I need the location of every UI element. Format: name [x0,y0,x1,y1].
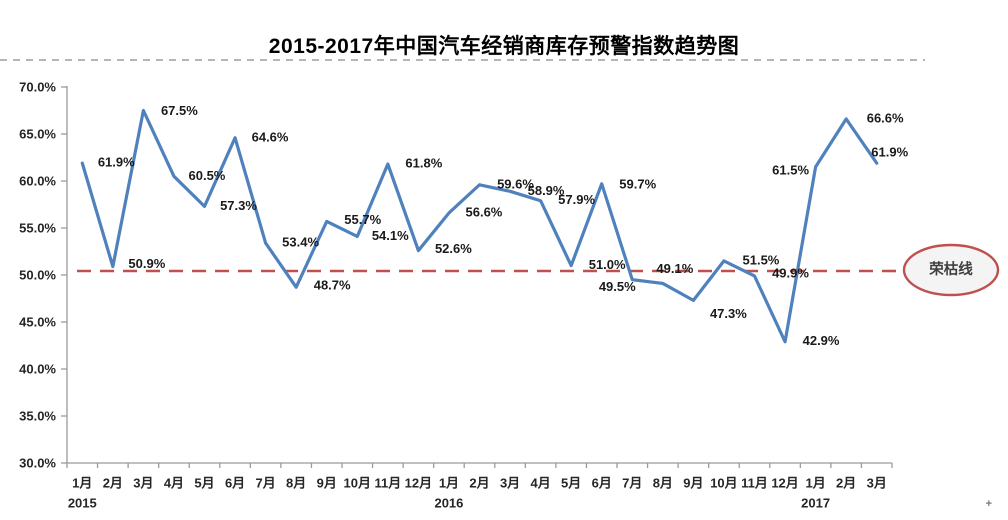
x-axis-label: 1月 [72,476,92,491]
x-axis-label: 2月 [836,476,856,491]
data-label: 50.9% [128,256,165,271]
data-label: 49.9% [772,265,809,280]
x-axis-label: 4月 [530,476,550,491]
data-label: 47.3% [710,306,747,321]
data-label: 56.6% [466,204,503,219]
y-axis-label: 70.0% [19,80,56,95]
x-axis-label: 12月 [771,476,798,491]
data-label: 57.9% [558,192,595,207]
x-axis-label: 2月 [103,476,123,491]
data-label: 54.1% [372,228,409,243]
x-axis-label: 9月 [683,476,703,491]
year-label: 2016 [434,496,463,511]
y-axis-label: 60.0% [19,174,56,189]
corner-anchor-icon: + [985,498,992,510]
x-axis-label: 10月 [710,476,737,491]
data-label: 61.8% [405,156,442,171]
data-label: 60.5% [189,168,226,183]
y-axis-label: 40.0% [19,362,56,377]
x-axis-label: 5月 [561,476,581,491]
x-axis-label: 8月 [653,476,673,491]
x-axis-label: 2月 [469,476,489,491]
x-axis-label: 7月 [255,476,275,491]
data-label: 59.6% [497,176,534,191]
data-label: 49.5% [599,279,636,294]
data-label: 61.9% [98,155,135,170]
x-axis-label: 11月 [741,476,768,491]
data-label: 53.4% [282,235,319,250]
boom-bust-label: 荣枯线 [928,260,973,278]
boom-bust-ellipse [902,243,1000,297]
data-label: 51.5% [743,252,780,267]
x-axis-label: 8月 [286,476,306,491]
data-label: 57.3% [220,198,257,213]
y-axis-label: 50.0% [19,268,56,283]
y-axis-label: 30.0% [19,456,56,471]
x-axis-label: 3月 [133,476,153,491]
x-axis-label: 6月 [225,476,245,491]
data-label: 42.9% [803,333,840,348]
data-label: 49.1% [656,261,693,276]
year-label: 2017 [801,496,830,511]
y-axis-label: 65.0% [19,127,56,142]
x-axis-label: 6月 [592,476,612,491]
data-label: 66.6% [867,110,904,125]
x-axis-label: 10月 [344,476,371,491]
x-axis-label: 4月 [164,476,184,491]
data-label: 64.6% [252,129,289,144]
x-axis-label: 12月 [405,476,432,491]
chart-title: 2015-2017年中国汽车经销商库存预警指数趋势图 [268,35,740,58]
trend-line [80,108,879,344]
data-label: 52.6% [435,241,472,256]
x-axis-label: 11月 [374,476,401,491]
x-axis-label: 7月 [622,476,642,491]
data-label: 67.5% [161,103,198,118]
data-label: 58.9% [528,183,565,198]
x-axis-label: 1月 [439,476,459,491]
y-axis-label: 55.0% [19,221,56,236]
y-axis-label: 35.0% [19,409,56,424]
data-label: 51.0% [589,257,626,272]
title-separator [0,59,925,61]
x-axis-label: 3月 [500,476,520,491]
x-axis-label: 3月 [867,476,887,491]
data-label: 61.5% [772,162,809,177]
data-label: 48.7% [314,278,351,293]
data-label: 55.7% [344,212,381,227]
x-axis-label: 9月 [317,476,337,491]
year-label: 2015 [68,496,97,511]
y-axis-label: 45.0% [19,315,56,330]
data-label: 61.9% [871,145,908,160]
x-axis-label: 5月 [194,476,214,491]
data-label: 59.7% [619,176,656,191]
x-axis-label: 1月 [805,476,825,491]
